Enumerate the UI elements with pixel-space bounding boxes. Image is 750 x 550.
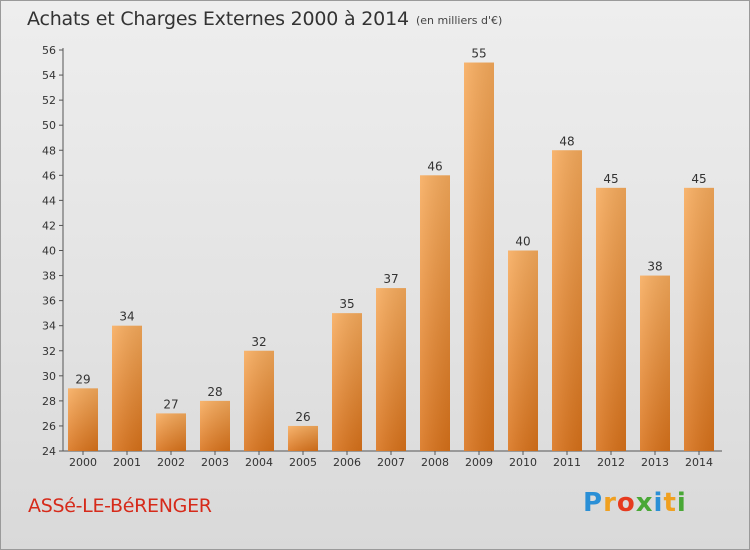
x-tick-label: 2000 [69, 456, 97, 469]
bar-value-label: 38 [647, 260, 662, 274]
bar-shade [288, 425, 318, 451]
x-tick-label: 2003 [201, 456, 229, 469]
x-tick-label: 2011 [553, 456, 581, 469]
y-tick-label: 52 [42, 94, 56, 107]
y-tick-label: 46 [42, 169, 56, 182]
bar-value-label: 26 [295, 410, 310, 424]
x-tick-label: 2006 [333, 456, 361, 469]
bar-value-label: 37 [383, 272, 398, 286]
bar-shade [244, 350, 274, 451]
y-tick-label: 48 [42, 144, 56, 157]
bar-shade [420, 175, 450, 451]
chart-axes: 24 26 28 30 32 34 36 38 40 42 44 46 48 50 52 54 56 [42, 44, 722, 458]
town-name: ASSé-LE-BéRENGER [28, 495, 212, 517]
bar-value-label: 34 [119, 310, 134, 324]
bar-value-label: 48 [559, 134, 574, 148]
bar-value-label: 35 [339, 297, 354, 311]
y-tick-label: 54 [42, 69, 56, 82]
bar-shade [596, 187, 626, 451]
y-tick-label: 24 [42, 445, 56, 458]
y-tick-label: 28 [42, 395, 56, 408]
y-tick-label: 42 [42, 219, 56, 232]
bar-value-label: 45 [603, 172, 618, 186]
x-tick-label: 2004 [245, 456, 273, 469]
x-tick-label: 2012 [597, 456, 625, 469]
bar-value-label: 45 [691, 172, 706, 186]
y-tick-label: 34 [42, 320, 56, 333]
bar-value-label: 46 [427, 159, 442, 173]
bar-shade [112, 325, 142, 451]
chart-unit: (en milliers d'€) [416, 14, 503, 27]
x-tick-label: 2008 [421, 456, 449, 469]
x-tick-label: 2014 [685, 456, 713, 469]
x-tick-label: 2001 [113, 456, 141, 469]
x-tick-label: 2009 [465, 456, 493, 469]
bar-shade [508, 250, 538, 451]
bar-shade [68, 388, 98, 451]
chart-title: Achats et Charges Externes 2000 à 2014 [27, 8, 409, 30]
bar-shade [640, 275, 670, 451]
bar-value-label: 55 [471, 47, 486, 61]
bar-value-label: 29 [75, 372, 90, 386]
y-tick-label: 50 [42, 119, 56, 132]
bar-shade [200, 400, 230, 451]
bar-value-label: 27 [163, 397, 178, 411]
y-tick-label: 38 [42, 270, 56, 283]
chart-bars [68, 62, 714, 451]
bar-shade [464, 62, 494, 451]
y-tick-label: 40 [42, 245, 56, 258]
bar-shade [156, 413, 186, 451]
y-tick-label: 56 [42, 44, 56, 57]
x-tick-label: 2005 [289, 456, 317, 469]
y-tick-label: 44 [42, 194, 56, 207]
bar-value-label: 28 [207, 385, 222, 399]
bar-shade [684, 187, 714, 451]
y-tick-label: 36 [42, 295, 56, 308]
x-tick-label: 2002 [157, 456, 185, 469]
y-tick-label: 32 [42, 345, 56, 358]
x-tick-label: 2010 [509, 456, 537, 469]
proxiti-logo[interactable]: Proxiti [583, 488, 687, 518]
x-tick-label: 2007 [377, 456, 405, 469]
bar-value-label: 32 [251, 335, 266, 349]
x-tick-label: 2013 [641, 456, 669, 469]
y-tick-label: 26 [42, 420, 56, 433]
y-tick-label: 30 [42, 370, 56, 383]
chart-labels: 29 2000 34 2001 27 2002 28 2003 32 2004 26 2005 35 20… [69, 47, 713, 469]
bar-shade [332, 313, 362, 451]
bar-shade [376, 288, 406, 451]
bar-value-label: 40 [515, 235, 530, 249]
bar-shade [552, 150, 582, 451]
